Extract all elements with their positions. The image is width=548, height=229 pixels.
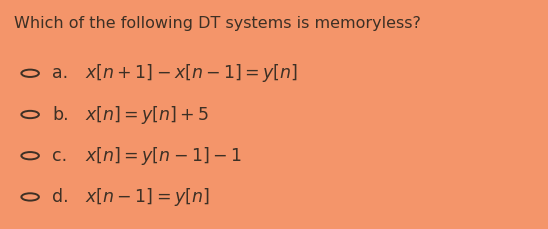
Text: $x[n-1] = y[n]$: $x[n-1] = y[n]$ <box>85 186 209 208</box>
Text: Which of the following DT systems is memoryless?: Which of the following DT systems is mem… <box>14 16 420 31</box>
Text: $x[n] = y[n] + 5$: $x[n] = y[n] + 5$ <box>85 104 209 125</box>
Text: b.: b. <box>52 106 68 123</box>
Text: a.: a. <box>52 64 68 82</box>
Text: c.: c. <box>52 147 67 165</box>
Text: $x[n+1] - x[n-1] = y[n]$: $x[n+1] - x[n-1] = y[n]$ <box>85 62 298 84</box>
Text: d.: d. <box>52 188 68 206</box>
Text: $x[n] = y[n-1] - 1$: $x[n] = y[n-1] - 1$ <box>85 145 242 167</box>
